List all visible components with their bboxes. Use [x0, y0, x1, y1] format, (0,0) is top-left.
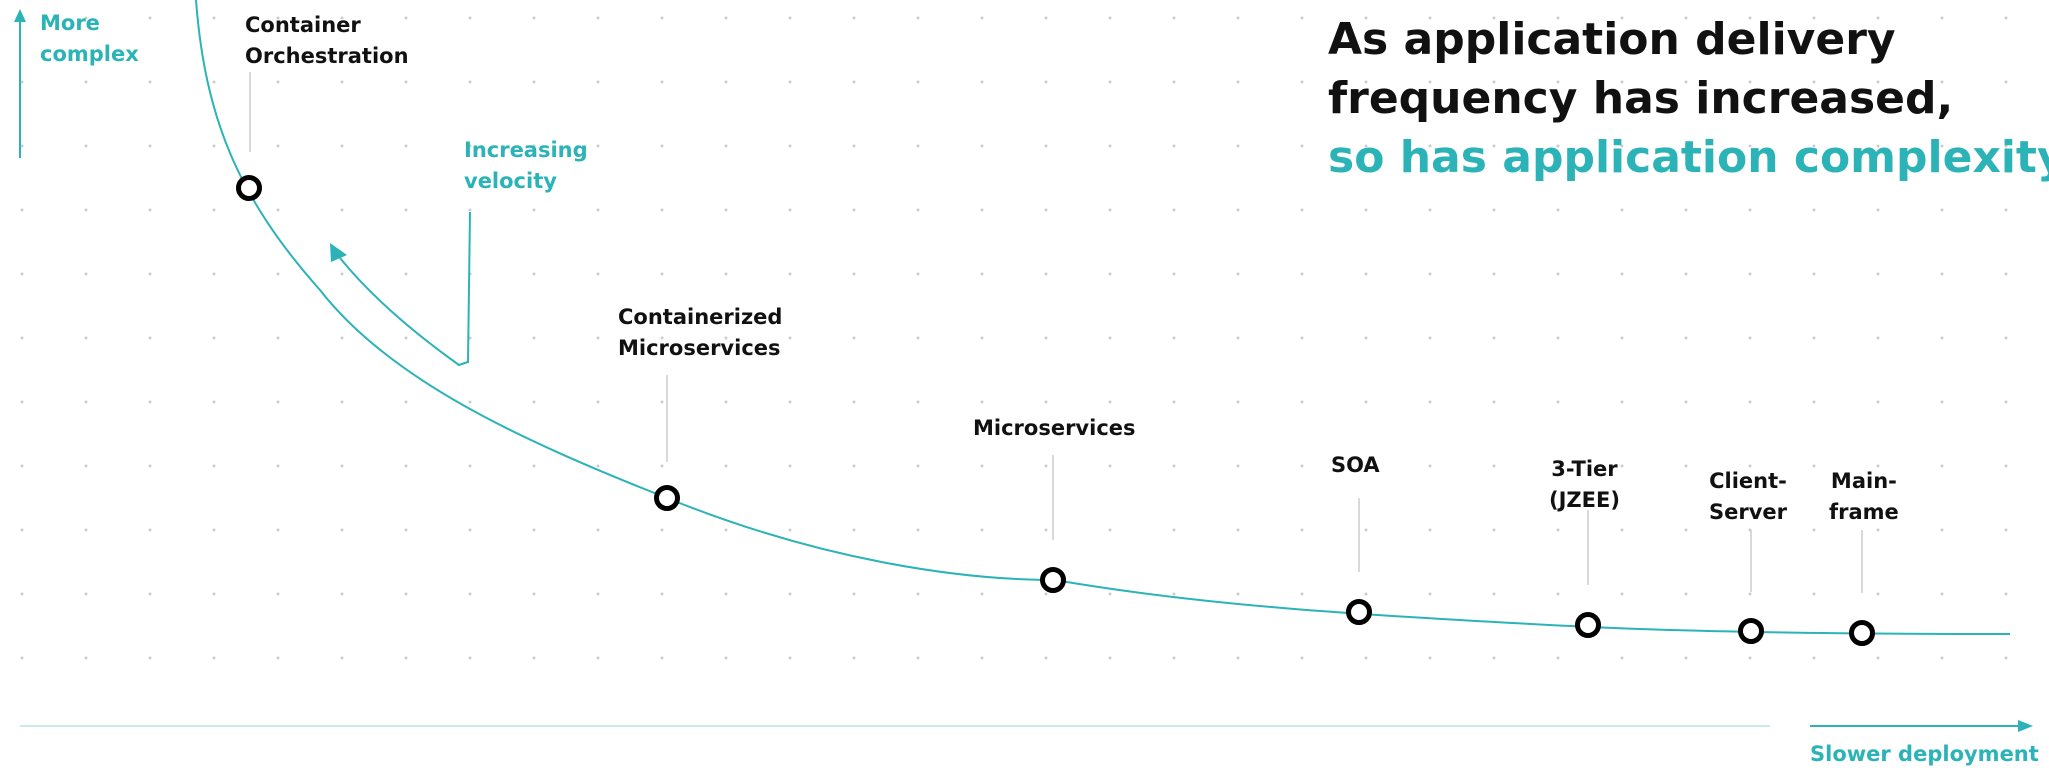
- marker-3-tier: [1575, 612, 1601, 638]
- headline-line-2: frequency has increased,: [1328, 73, 1954, 124]
- label-client-server: Client- Server: [1709, 469, 1788, 524]
- velocity-arrowhead: [330, 243, 347, 262]
- velocity-label: Increasing velocity: [464, 138, 588, 193]
- complexity-curve: [195, 0, 2011, 635]
- marker-microservices: [1040, 567, 1066, 593]
- label-soa: SOA: [1331, 453, 1380, 477]
- y-axis-label: More complex: [40, 11, 139, 66]
- label-mainframe: Main- frame: [1829, 469, 1899, 524]
- headline-line-1: As application delivery: [1328, 14, 1896, 65]
- label-3-tier: 3-Tier (JZEE): [1549, 457, 1620, 512]
- headline-line-3: so has application complexity.: [1328, 132, 2049, 183]
- marker-soa: [1346, 599, 1372, 625]
- dot-grid: [0, 0, 2049, 700]
- label-containerized-microservices: Containerized Microservices: [618, 305, 783, 360]
- label-container-orchestration: Container Orchestration: [245, 13, 409, 68]
- y-axis-arrowhead: [14, 9, 26, 22]
- marker-client-server: [1738, 618, 1764, 644]
- velocity-arrow-line: [339, 211, 471, 367]
- headline: As application delivery frequency has in…: [1328, 10, 2049, 187]
- marker-mainframe: [1849, 620, 1875, 646]
- marker-containerized-microservices: [654, 485, 680, 511]
- x-axis-label: Slower deployment: [1810, 742, 2039, 766]
- x-axis-arrowhead: [2018, 720, 2033, 732]
- label-microservices: Microservices: [973, 416, 1136, 440]
- marker-container-orchestration: [236, 175, 262, 201]
